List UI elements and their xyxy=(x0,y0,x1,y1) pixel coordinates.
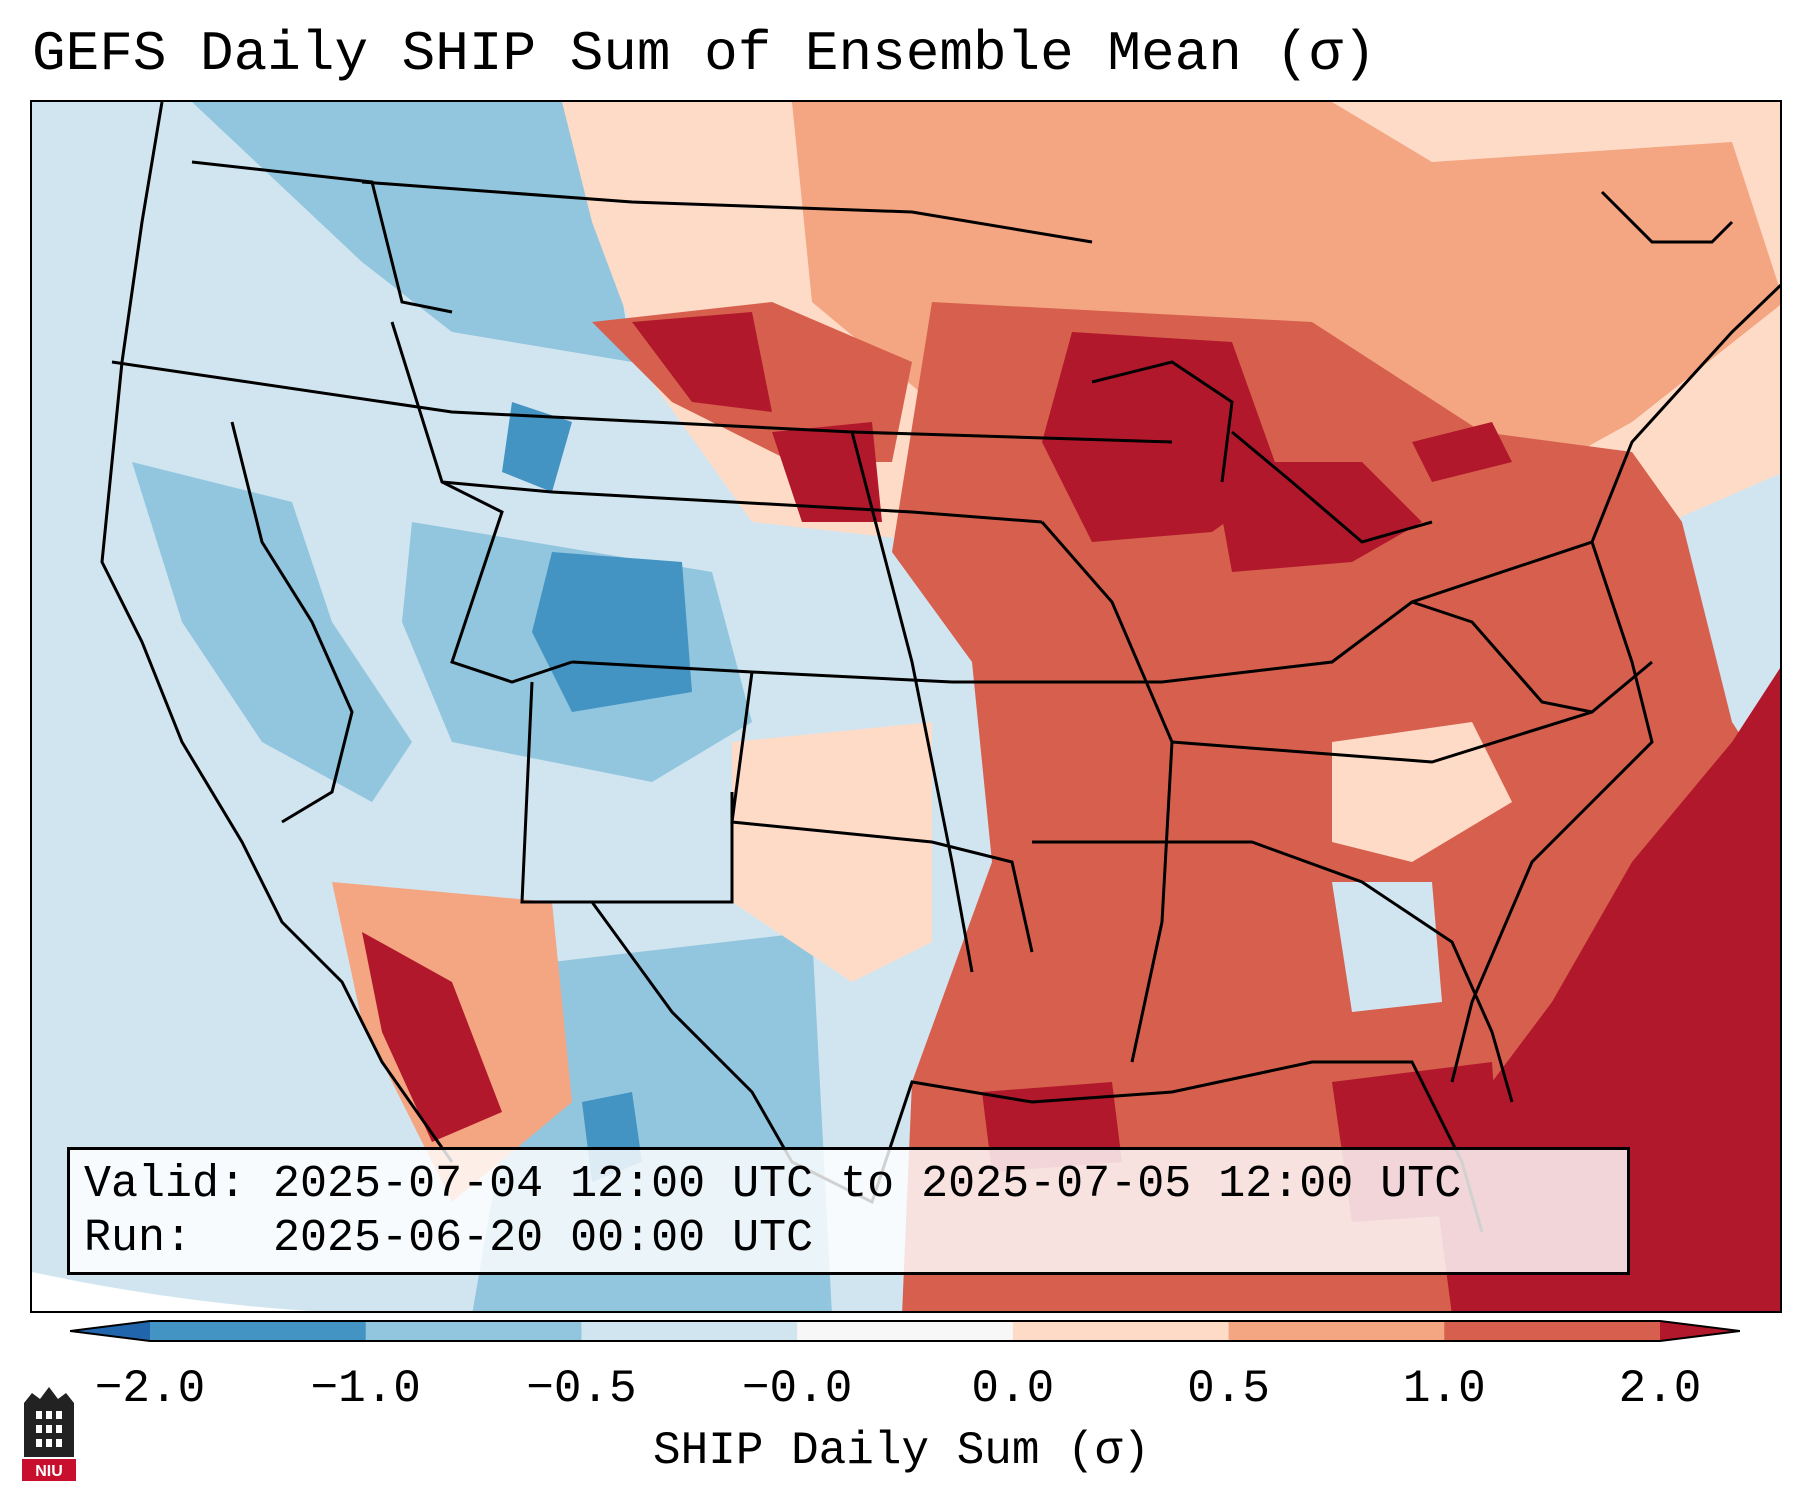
valid-line: Valid: 2025-07-04 12:00 UTC to 2025-07-0… xyxy=(84,1158,1627,1212)
valid-label: Valid: xyxy=(84,1159,247,1210)
run-value: 2025-06-20 00:00 UTC xyxy=(273,1213,814,1264)
colorbar-bins xyxy=(150,1321,1661,1341)
colorbar xyxy=(70,1320,1740,1342)
ship-anomaly-map xyxy=(32,102,1780,1311)
blue-pacific-northwest xyxy=(192,102,632,362)
run-line: Run: 2025-06-20 00:00 UTC xyxy=(84,1212,1627,1266)
colorbar-label: SHIP Daily Sum (σ) xyxy=(653,1425,1150,1477)
blue-great-basin xyxy=(132,462,412,802)
colorbar-tick-label: −0.0 xyxy=(741,1363,853,1415)
colorbar-bin xyxy=(365,1321,582,1341)
colorbar-tick-label: 1.0 xyxy=(1402,1363,1486,1415)
hot-lake-ontario xyxy=(1412,422,1512,482)
colorbar-outline xyxy=(70,1320,1740,1342)
colorbar-bin xyxy=(1444,1321,1661,1341)
hot-baja-sonora xyxy=(362,932,502,1142)
colorbar-bin xyxy=(1012,1321,1230,1341)
neutral-georgia xyxy=(1332,882,1442,1012)
colorbar-tick-label: −1.0 xyxy=(310,1363,421,1415)
colorbar-under-extend xyxy=(70,1321,150,1341)
colorbar-over-extend xyxy=(1660,1321,1740,1341)
logo-text: NIU xyxy=(35,1463,63,1480)
projection-edge xyxy=(32,1272,311,1311)
dark-blue-wyoming xyxy=(502,402,572,492)
hot-north-dakota xyxy=(632,312,772,412)
colorbar-tick-label: 0.5 xyxy=(1187,1363,1270,1415)
niu-logo: NIU xyxy=(22,1387,76,1481)
valid-value: 2025-07-04 12:00 UTC to 2025-07-05 12:00… xyxy=(273,1159,1462,1210)
colorbar-bin xyxy=(581,1321,798,1341)
colorbar-tick-label: −0.5 xyxy=(526,1363,637,1415)
colorbar-bin xyxy=(1228,1321,1445,1341)
colorbar-tick-label: −2.0 xyxy=(94,1363,206,1415)
logo-banner xyxy=(22,1459,76,1481)
colorbar-bin xyxy=(797,1321,1014,1341)
hot-great-lakes-east xyxy=(1212,462,1422,572)
colorbar-tick-label: 2.0 xyxy=(1618,1363,1702,1415)
run-label: Run: xyxy=(84,1213,193,1264)
light-texas-panhandle xyxy=(732,722,932,982)
chart-title: GEFS Daily SHIP Sum of Ensemble Mean (σ) xyxy=(32,22,1377,86)
colorbar-tick-label: 0.0 xyxy=(971,1363,1055,1415)
valid-run-info-box: Valid: 2025-07-04 12:00 UTC to 2025-07-0… xyxy=(67,1147,1630,1275)
map-panel xyxy=(30,100,1782,1313)
boundary-lines xyxy=(100,102,1780,1233)
dark-blue-colorado xyxy=(532,552,692,712)
colorbar-bin xyxy=(150,1321,367,1341)
